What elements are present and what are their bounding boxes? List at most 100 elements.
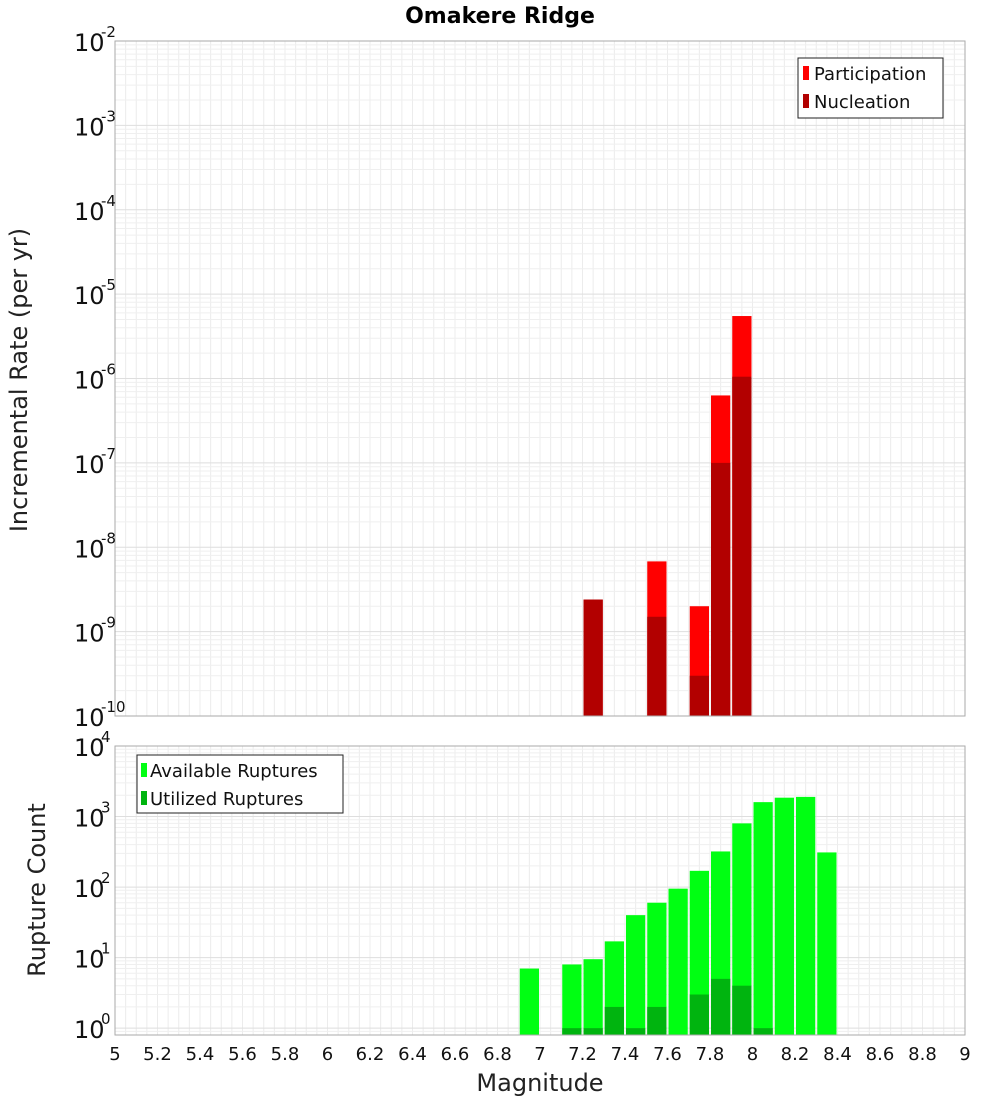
legend-swatch-available (141, 763, 147, 777)
bottom-bar-series-b (604, 1006, 624, 1035)
bottom-y-axis-label: Rupture Count (23, 803, 51, 977)
legend-label-utilized: Utilized Ruptures (150, 789, 303, 810)
top-bar-series-b (689, 675, 709, 716)
top-grid (114, 40, 966, 717)
x-tick-label: 5.2 (143, 1044, 172, 1065)
x-tick-label: 7.8 (696, 1044, 725, 1065)
bottom-y-tick-exponent: 4 (101, 728, 111, 746)
top-y-tick-exponent: -5 (101, 276, 116, 294)
top-bars (583, 316, 752, 716)
x-tick-label: 8.4 (823, 1044, 852, 1065)
top-y-tick-label: 10 (74, 535, 105, 563)
bottom-bar-series-a (753, 802, 773, 1035)
top-legend-box (797, 57, 944, 119)
bottom-bar-series-a (519, 968, 539, 1035)
top-y-tick-label: 10 (74, 367, 105, 395)
top-y-tick-label: 10 (74, 113, 105, 141)
x-tick-label: 7.2 (568, 1044, 597, 1065)
bottom-bar-series-a (626, 915, 646, 1035)
bottom-legend: Available Ruptures Utilized Ruptures (136, 754, 344, 814)
bottom-y-tick-label: 10 (74, 946, 105, 974)
bottom-bars (519, 796, 837, 1035)
bottom-bar-series-b (626, 1028, 646, 1035)
bottom-bar-series-a (796, 796, 816, 1035)
bottom-bar-series-b (711, 978, 731, 1035)
bottom-y-tick-exponent: 2 (101, 869, 111, 887)
x-tick-label: 6 (322, 1044, 333, 1065)
bottom-plot-border (114, 745, 966, 1036)
bottom-bar-series-b (583, 1028, 603, 1035)
x-tick-label: 8.6 (866, 1044, 895, 1065)
top-y-tick-exponent: -3 (101, 107, 116, 125)
bottom-y-tick-label: 10 (74, 875, 105, 903)
x-tick-label: 5.8 (271, 1044, 300, 1065)
top-y-tick-exponent: -7 (101, 445, 116, 463)
bottom-bar-series-a (774, 797, 794, 1035)
x-tick-label: 6.8 (483, 1044, 512, 1065)
x-tick-label: 6.4 (398, 1044, 427, 1065)
top-y-tick-exponent: -9 (101, 614, 116, 632)
bottom-y-tick-exponent: 3 (101, 799, 111, 817)
bottom-bar-series-a (689, 870, 709, 1035)
bottom-bar-series-a (562, 964, 582, 1035)
x-tick-label: 6.2 (356, 1044, 385, 1065)
top-y-tick-label: 10 (74, 451, 105, 479)
top-y-axis-label: Incremental Rate (per yr) (5, 228, 33, 532)
bottom-bar-series-a (817, 852, 837, 1035)
x-tick-label: 8.8 (908, 1044, 937, 1065)
bottom-y-tick-exponent: 0 (101, 1010, 111, 1028)
top-y-tick-label: 10 (74, 29, 105, 57)
top-y-tick-exponent: -2 (101, 23, 116, 41)
top-y-tick-exponent: -8 (101, 529, 116, 547)
bottom-legend-box (136, 754, 344, 814)
top-y-tick-exponent: -10 (101, 698, 126, 716)
legend-label-nucleation: Nucleation (814, 92, 910, 113)
top-bar-series-b (647, 616, 667, 716)
x-tick-label: 5 (109, 1044, 120, 1065)
top-y-tick-label: 10 (74, 282, 105, 310)
bottom-bar-series-b (753, 1028, 773, 1035)
chart-title: Omakere Ridge (405, 4, 595, 29)
x-tick-label: 5.4 (186, 1044, 215, 1065)
legend-label-participation: Participation (814, 64, 926, 85)
legend-swatch-nucleation (803, 94, 809, 108)
x-ticks: 5 5.2 5.4 5.6 5.8 6 6.2 6.4 6.6 6.8 7 7.2 7.4 7.6 7.8 8… (109, 1044, 970, 1065)
bottom-bar-series-a (647, 902, 667, 1035)
bottom-bar-series-b (689, 994, 709, 1035)
x-tick-label: 7.4 (611, 1044, 640, 1065)
bottom-bar-series-b (647, 1006, 667, 1035)
x-tick-label: 7 (534, 1044, 545, 1065)
bottom-bar-series-a (668, 888, 688, 1035)
bottom-y-tick-label: 10 (74, 1016, 105, 1044)
bottom-y-tick-label: 10 (74, 734, 105, 762)
top-bar-series-b (711, 462, 731, 716)
top-legend: Participation Nucleation (797, 57, 944, 119)
x-tick-label: 6.6 (441, 1044, 470, 1065)
bottom-bar-series-a (583, 959, 603, 1035)
x-tick-label: 9 (959, 1044, 970, 1065)
top-y-tick-label: 10 (74, 198, 105, 226)
x-tick-label: 5.6 (228, 1044, 257, 1065)
top-y-tick-label: 10 (74, 620, 105, 648)
top-y-tick-label: 10 (74, 704, 105, 732)
legend-swatch-utilized (141, 791, 147, 805)
legend-label-available: Available Ruptures (150, 761, 318, 782)
top-bar-series-b (583, 599, 603, 716)
top-y-tick-exponent: -6 (101, 361, 116, 379)
x-axis-label: Magnitude (476, 1069, 603, 1097)
x-tick-label: 8.2 (781, 1044, 810, 1065)
top-plot-border (114, 40, 966, 717)
bottom-y-tick-exponent: 1 (101, 940, 111, 958)
bottom-bar-series-b (732, 985, 752, 1035)
x-tick-label: 7.6 (653, 1044, 682, 1065)
legend-swatch-participation (803, 66, 809, 80)
bottom-bar-series-a (732, 823, 752, 1035)
bottom-y-tick-label: 10 (74, 805, 105, 833)
top-bar-series-b (732, 376, 752, 716)
top-y-tick-exponent: -4 (101, 192, 116, 210)
